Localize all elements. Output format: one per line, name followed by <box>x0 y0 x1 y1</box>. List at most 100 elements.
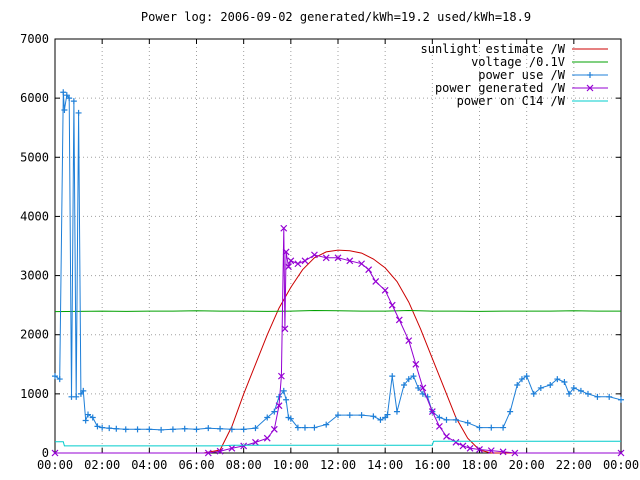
data-point <box>51 449 59 457</box>
cross-marker <box>301 257 309 265</box>
legend-marker <box>587 72 593 78</box>
data-point <box>561 379 568 386</box>
cross-marker <box>452 438 460 446</box>
y-tick-label: 3000 <box>20 269 49 283</box>
x-tick-label: 02:00 <box>84 458 120 472</box>
x-tick-label: 16:00 <box>414 458 450 472</box>
data-point <box>134 426 141 433</box>
data-point <box>370 413 377 420</box>
data-point <box>271 408 278 415</box>
data-point <box>401 381 408 388</box>
plus-marker <box>393 408 400 415</box>
plus-marker <box>280 387 287 394</box>
data-point <box>436 414 443 421</box>
data-point <box>80 387 87 394</box>
data-point <box>85 411 92 418</box>
data-point <box>389 373 396 380</box>
data-point <box>99 424 106 431</box>
x-tick-label: 00:00 <box>37 458 73 472</box>
data-point <box>487 447 495 455</box>
plot-frame <box>54 38 622 454</box>
cross-marker <box>358 260 366 268</box>
plus-marker <box>294 424 301 431</box>
cross-marker <box>287 257 295 265</box>
y-tick-label: 7000 <box>20 32 49 46</box>
plus-marker <box>606 393 613 400</box>
legend-item: power use /W <box>478 68 608 82</box>
plus-marker <box>577 387 584 394</box>
plus-marker <box>618 396 624 403</box>
data-point <box>452 416 459 423</box>
legend-item: sunlight estimate /W <box>421 42 608 56</box>
data-point <box>281 325 289 333</box>
cross-marker <box>381 286 389 294</box>
x-tick-label: 00:00 <box>603 458 639 472</box>
plus-marker <box>158 426 165 433</box>
data-point <box>158 426 165 433</box>
axes: 00:00 02:00 04:00 06:00 08:00 10:00 12:00 14:00… <box>20 32 639 472</box>
cross-marker <box>282 248 290 256</box>
plus-marker <box>323 421 330 428</box>
chart-title: Power log: 2006-09-02 generated/kWh=19.2… <box>141 10 531 24</box>
plus-marker <box>271 408 278 415</box>
plus-marker <box>283 396 290 403</box>
cross-marker <box>435 422 443 430</box>
plus-marker <box>377 416 384 423</box>
data-point <box>346 257 354 265</box>
data-point <box>435 422 443 430</box>
x-tick-label: 12:00 <box>320 458 356 472</box>
plus-marker <box>570 384 577 391</box>
plus-marker <box>52 373 58 380</box>
data-point <box>204 449 212 457</box>
plus-marker <box>82 417 89 424</box>
data-point <box>419 384 427 392</box>
data-point <box>452 438 460 446</box>
data-point <box>52 373 58 380</box>
plus-marker <box>452 416 459 423</box>
plus-marker <box>436 414 443 421</box>
data-point <box>294 424 301 431</box>
cross-marker <box>412 360 420 368</box>
plus-marker <box>584 390 591 397</box>
x-tick-label: 20:00 <box>509 458 545 472</box>
data-point <box>287 257 295 265</box>
x-tick-label: 06:00 <box>178 458 214 472</box>
legend-item: voltage /0.1V <box>471 55 608 69</box>
data-point <box>410 373 417 380</box>
cross-marker <box>419 384 427 392</box>
data-point <box>381 286 389 294</box>
plus-marker <box>80 387 87 394</box>
x-tick-label: 10:00 <box>273 458 309 472</box>
data-point <box>577 387 584 394</box>
data-point <box>466 444 474 452</box>
data-point <box>61 106 68 113</box>
cross-marker <box>285 263 292 271</box>
grid <box>55 39 621 453</box>
plus-marker <box>94 423 101 430</box>
data-point <box>82 417 89 424</box>
plus-marker <box>56 376 63 383</box>
data-point <box>323 421 330 428</box>
cross-marker <box>270 425 278 433</box>
data-point <box>73 393 80 400</box>
data-point <box>66 95 73 102</box>
cross-marker <box>275 402 283 410</box>
data-point <box>415 384 422 391</box>
data-point <box>514 381 521 388</box>
data-point <box>523 373 530 380</box>
data-point <box>388 301 396 309</box>
cross-marker <box>280 224 288 232</box>
data-point <box>217 425 224 432</box>
data-point <box>113 425 120 432</box>
data-point <box>70 98 77 105</box>
data-point <box>270 425 278 433</box>
data-point <box>283 396 290 403</box>
data-point <box>405 376 412 383</box>
cross-marker <box>310 251 318 259</box>
y-tick-label: 0 <box>42 446 49 460</box>
cross-marker <box>487 447 495 455</box>
data-point <box>566 390 573 397</box>
data-point <box>488 424 495 431</box>
data-point <box>181 425 188 432</box>
data-point <box>443 433 450 440</box>
